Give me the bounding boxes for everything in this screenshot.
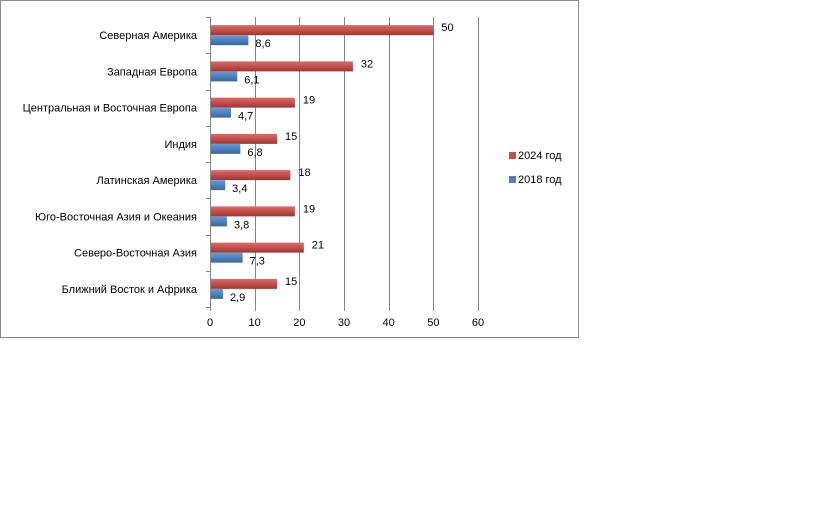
category-label: Северо-Восточная Азия (74, 248, 197, 260)
bar-chart: 0 10 20 30 40 50 60 Северная Америка 50 8,6 Запад… (23, 17, 562, 329)
category-label: Западная Европа (107, 66, 198, 78)
bar-series-2018 (211, 143, 241, 154)
bar-series-2024 (211, 170, 291, 181)
category-label: Ближний Восток и Африка (62, 284, 198, 296)
data-label: 6,1 (244, 74, 259, 86)
data-label: 4,7 (238, 111, 253, 123)
data-label: 19 (303, 203, 315, 215)
axes: 0 10 20 30 40 50 60 (206, 17, 484, 329)
data-label: 15 (285, 131, 297, 143)
legend-label: 2024 год (518, 150, 562, 162)
bar-series-2018 (211, 288, 223, 299)
legend-swatch-0 (509, 152, 516, 159)
data-label: 3,4 (232, 183, 247, 195)
bar-series-2024 (211, 97, 295, 108)
bars (211, 25, 434, 299)
data-label: 15 (285, 276, 297, 288)
category-label: Северная Америка (99, 30, 198, 42)
data-label: 3,8 (234, 219, 249, 231)
legend-swatch-1 (509, 176, 516, 183)
x-tick-label: 60 (472, 317, 484, 329)
bar-series-2024 (211, 61, 353, 72)
category-label: Юго-Восточная Азия и Океания (35, 211, 197, 223)
bar-series-2018 (211, 35, 249, 46)
data-label: 2,9 (230, 292, 245, 304)
data-label: 50 (441, 22, 453, 34)
data-label: 18 (298, 167, 310, 179)
labels: Северная Америка 50 8,6 Западная Европа 32 6,… (23, 22, 454, 304)
x-tick-label: 10 (249, 317, 261, 329)
category-label: Латинская Америка (97, 175, 198, 187)
bar-series-2024 (211, 206, 295, 217)
x-tick-label: 20 (293, 317, 305, 329)
bar-series-2018 (211, 107, 231, 118)
data-label: 21 (312, 240, 324, 252)
category-label: Индия (164, 139, 197, 151)
bar-series-2018 (211, 180, 226, 191)
chart-frame: 0 10 20 30 40 50 60 Северная Америка 50 8,6 Запад… (0, 0, 579, 338)
x-tick-label: 40 (383, 317, 395, 329)
bar-series-2024 (211, 133, 277, 144)
data-label: 19 (303, 95, 315, 107)
legend: 2024 год 2018 год (509, 150, 562, 186)
data-label: 32 (361, 58, 373, 70)
data-label: 6,8 (247, 147, 262, 159)
bar-series-2018 (211, 71, 238, 82)
x-tick-label: 0 (207, 317, 213, 329)
bar-series-2024 (211, 25, 434, 36)
category-label: Центральная и Восточная Европа (23, 103, 198, 115)
bar-series-2024 (211, 278, 277, 289)
data-label: 7,3 (250, 256, 265, 268)
bar-series-2024 (211, 242, 304, 253)
bar-series-2018 (211, 252, 243, 263)
x-tick-label: 50 (427, 317, 439, 329)
x-tick-label: 30 (338, 317, 350, 329)
data-label: 8,6 (255, 38, 270, 50)
bar-series-2018 (211, 216, 227, 227)
legend-label: 2018 год (518, 174, 562, 186)
